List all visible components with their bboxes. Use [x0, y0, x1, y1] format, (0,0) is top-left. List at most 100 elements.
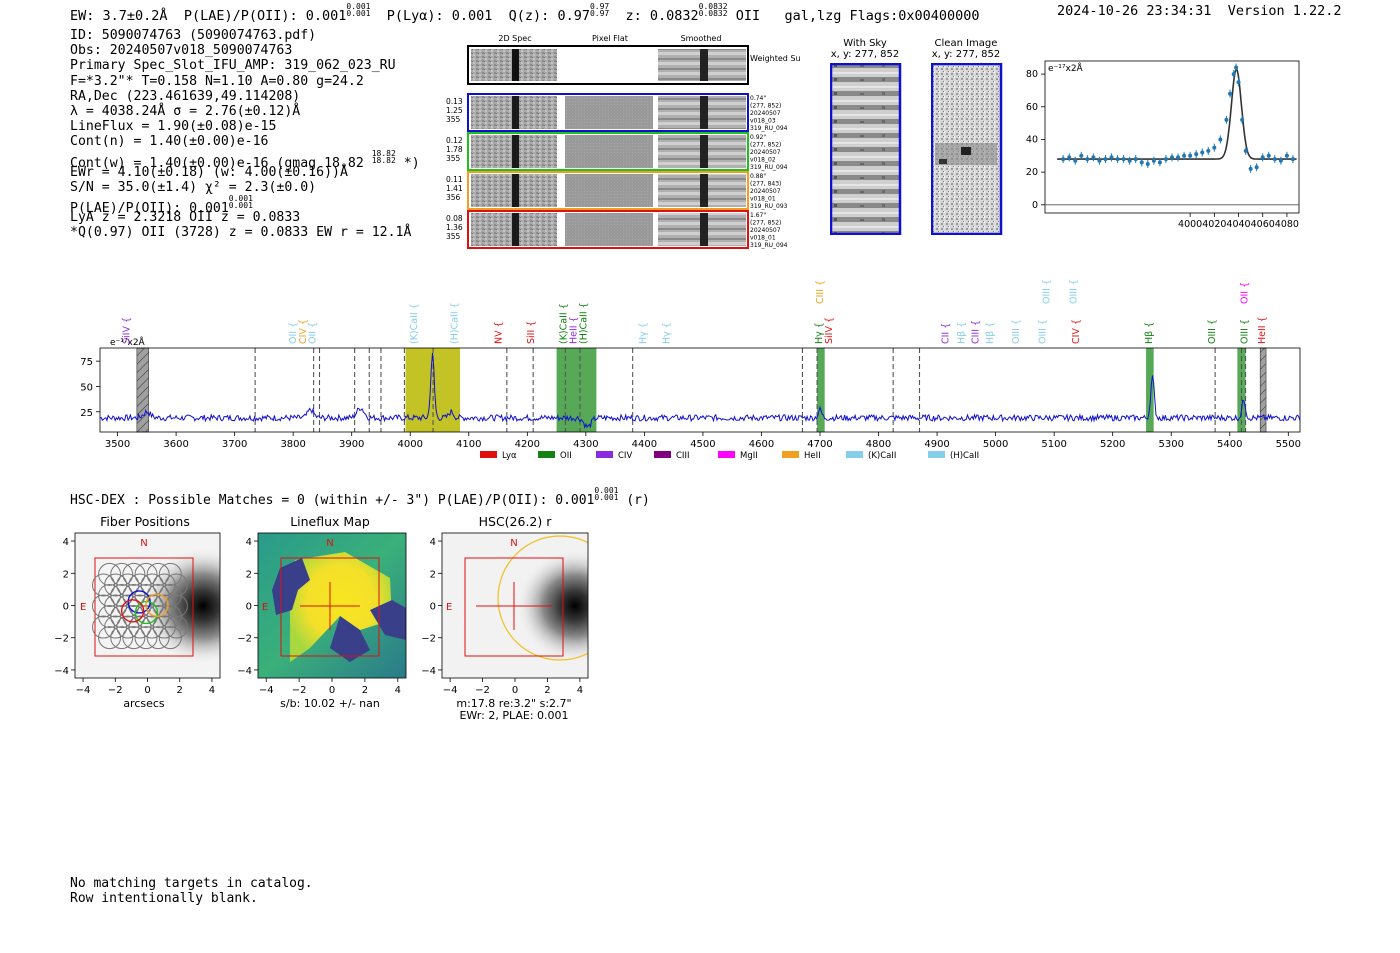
spectrum-band: [1146, 348, 1154, 432]
legend-swatch: [654, 451, 671, 458]
fit-point: [1067, 155, 1072, 160]
hsc-xlabel: m:17.8 re:3.2" s:2.7": [456, 697, 571, 710]
panel-ytick-label: −4: [421, 666, 436, 677]
header-ew: EW: 3.7±0.2Å: [70, 8, 168, 24]
fit-point: [1079, 153, 1084, 158]
fiber-circle: [104, 615, 128, 639]
hsc-title: HSC(26.2) r: [478, 514, 552, 529]
panel-xtick-label: −2: [475, 685, 490, 696]
fit-point: [1200, 150, 1205, 155]
spectrum-line-label: OIII {: [1037, 319, 1048, 344]
panel-ytick-label: −2: [237, 634, 252, 645]
cutout-row-value: 1.36: [446, 223, 463, 232]
spectrum-legend: Lyα OII CIV CIII MgII HeII (K)CaII (H)CaII: [480, 451, 979, 461]
fit-xtick-label: 4080: [1275, 219, 1299, 230]
header-right: 2024-10-26 23:34:31 Version 1.22.2: [1057, 3, 1342, 19]
col-title-flat: Pixel Flat: [592, 34, 628, 43]
fit-ytick-label: 80: [1026, 69, 1038, 80]
fit-point: [1254, 165, 1259, 170]
cutout-panel: 2D Spec Pixel Flat Smoothed Weighted Sum…: [440, 32, 809, 257]
fiber-circle: [116, 594, 140, 618]
spectrum-line-label: Hγ {: [814, 322, 825, 344]
panel-ytick-label: −2: [54, 634, 69, 645]
panel-xtick-label: 4: [209, 685, 215, 696]
fiber-circle: [152, 573, 176, 597]
fiber-circle: [92, 615, 115, 639]
spectrum-line-label: OII {: [288, 322, 299, 344]
spectrum-line-label: OIII {: [1239, 319, 1250, 344]
spectrum-line-label: OIII {: [1207, 319, 1218, 344]
spectrum-line-label: OII {: [308, 322, 319, 344]
clean-image: [931, 63, 1003, 235]
legend-swatch: [480, 451, 497, 458]
fiber-circle: [152, 594, 176, 618]
fiber-circle: [122, 583, 146, 607]
panel-ytick-label: 2: [430, 569, 436, 580]
fit-point: [1260, 155, 1265, 160]
header-version: Version 1.22.2: [1227, 3, 1342, 19]
panel-ytick-label: −4: [237, 666, 252, 677]
spectrum-line-label: NV {: [494, 321, 505, 344]
fiber-circle: [158, 626, 182, 650]
fit-point: [1103, 157, 1108, 162]
spectrum-trace: [99, 353, 1301, 429]
panel-ytick-label: 2: [246, 569, 252, 580]
spec-xtick-label: 3800: [280, 439, 305, 450]
lf-compass-n: N: [326, 538, 333, 549]
info-lineflux: LineFlux = 1.90(±0.08)e-15: [70, 119, 277, 135]
spec-xtick-label: 5400: [1217, 439, 1242, 450]
spectrum-line-label: Hβ {: [957, 322, 968, 344]
fit-point: [1278, 158, 1283, 163]
fiber-circle: [92, 594, 115, 618]
cutout-row-value: 0.12: [446, 136, 463, 145]
fit-point: [1240, 117, 1245, 122]
panel-xtick-label: 0: [144, 685, 150, 696]
header-z-sup: 0.0832 0.0832: [698, 2, 728, 18]
panel-xtick-label: −2: [108, 685, 123, 696]
panel-xtick-label: 0: [512, 685, 518, 696]
weighted-label: Weighted Sum: [750, 54, 800, 63]
spec-xtick-label: 5000: [983, 439, 1008, 450]
lf-compass-e: E: [262, 602, 268, 613]
cutout-row-value: 355: [446, 115, 461, 124]
fiber-circle: [146, 605, 170, 629]
spectrum-line-label: OIII {: [1011, 319, 1022, 344]
fiber-circle: [164, 594, 188, 618]
fiber-circle: [146, 626, 170, 650]
fit-point: [1097, 158, 1102, 163]
fiber-circle: [158, 562, 182, 586]
fiber-circle: [158, 583, 182, 607]
spec-xtick-label: 4300: [573, 439, 598, 450]
cutout-row-meta: 319_RU_093: [750, 203, 788, 210]
spec-xtick-label: 4100: [456, 439, 481, 450]
cutout-svg: 2D Spec Pixel Flat Smoothed Weighted Sum…: [446, 34, 809, 249]
spec-xtick-label: 3700: [222, 439, 247, 450]
fit-ytick-label: 20: [1026, 167, 1038, 178]
header-plae: P(LAE)/P(OII): 0.001: [183, 8, 347, 24]
fit-point: [1272, 157, 1277, 162]
hsc-xlabel2: EWr: 2, PLAE: 0.001: [459, 709, 568, 722]
panel-xtick-label: 4: [395, 685, 401, 696]
spectrum-line-label: CIII {: [815, 280, 826, 304]
info-contn: Cont(n) = 1.40(±0.00)e-16: [70, 134, 269, 150]
spectrum-line-label: (H)CaII {: [450, 302, 461, 344]
weighted-sum-row: Weighted Sum: [467, 45, 809, 85]
panel-xtick-label: −2: [292, 685, 307, 696]
header-qz: Q(z): 0.97: [508, 8, 590, 24]
cutout-smoothed-emission: [700, 213, 708, 246]
spectrum-line-label: (K)CaII {: [409, 303, 420, 344]
panel-xtick-label: 2: [177, 685, 183, 696]
hsc-compass-e: E: [446, 602, 452, 613]
spectrum-line-label: Hβ {: [1144, 322, 1155, 344]
fiber-circle: [116, 573, 140, 597]
fit-point: [1133, 157, 1138, 162]
cutout-row-meta: 20240507: [750, 188, 781, 195]
spec-xtick-label: 4000: [398, 439, 423, 450]
cutout-row-meta: v018_03: [750, 118, 776, 125]
full-spectrum-chart: e⁻¹⁷x2Å SiIV {OII {CIV {OII {(K)CaII {(H…: [80, 279, 1301, 461]
cutout-row-meta: v018_01: [750, 196, 776, 203]
legend-label: HeII: [804, 451, 821, 461]
spec-xtick-label: 5200: [1100, 439, 1125, 450]
panel-xtick-label: 4: [577, 685, 583, 696]
